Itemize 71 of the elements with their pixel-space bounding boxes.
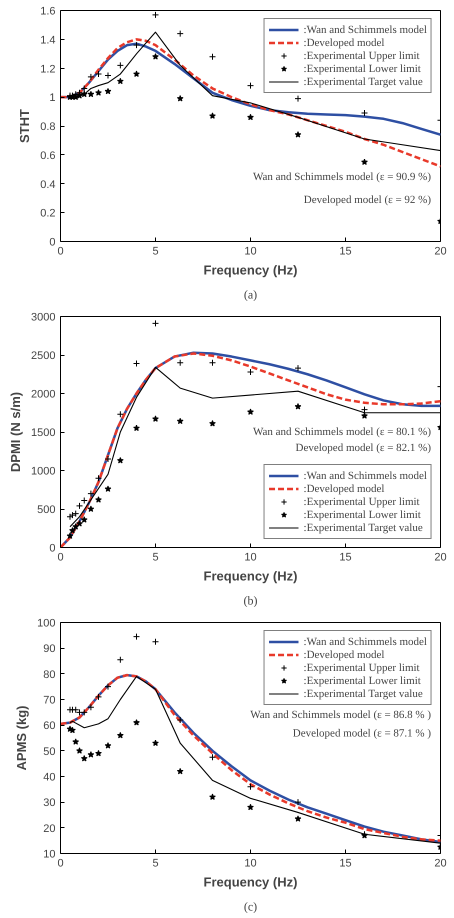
y-axis-title: APMS (kg)	[14, 706, 30, 770]
y-tick-label: 30	[43, 797, 56, 810]
y-tick-label: 1.4	[40, 34, 56, 46]
legend-label: :Experimental Lower limit	[304, 674, 421, 687]
legend-label: :Experimental Upper limit	[304, 495, 420, 508]
legend-label: :Experimental Upper limit	[304, 661, 420, 674]
y-tick-label: 1.6	[40, 6, 56, 18]
text: (a)	[244, 288, 258, 302]
y-tick-label: 500	[37, 504, 56, 516]
y-tick-label: 70	[43, 694, 56, 706]
x-tick-label: 10	[244, 858, 257, 870]
legend-label: :Wan and Schimmels model	[304, 23, 427, 36]
x-tick-label: 15	[339, 246, 352, 258]
legend-label: :Developed model	[304, 482, 384, 495]
legend-label: :Experimental Upper limit	[304, 49, 420, 62]
annotation: Developed model (ε = 82.1 %)	[296, 442, 432, 454]
y-axis-title: STHT	[17, 108, 32, 143]
legend-label: :Wan and Schimmels model	[304, 469, 427, 482]
y-tick-label: 50	[43, 746, 56, 758]
x-tick-label: 10	[244, 246, 257, 258]
x-tick-label: 15	[339, 552, 352, 564]
x-tick-label: 0	[57, 552, 64, 564]
legend-label: :Experimental Target value	[304, 521, 423, 534]
annotation: Wan and Schimmels model (ε = 90.9 %)	[253, 170, 432, 183]
x-tick-label: 0	[57, 858, 64, 870]
annotation: Wan and Schimmels model (ε = 86.8 % )	[250, 708, 432, 721]
annotation: Developed model (ε = 92 %)	[304, 194, 432, 206]
y-tick-label: 1.2	[40, 63, 56, 76]
legend-label: :Experimental Lower limit	[304, 62, 421, 75]
y-tick-label: 90	[43, 643, 56, 656]
y-tick-label: 80	[43, 668, 56, 681]
y-tick-label: 60	[43, 720, 56, 732]
text: (b)	[244, 594, 258, 608]
y-tick-label: 0.8	[40, 121, 56, 133]
y-tick-label: 0.6	[40, 150, 56, 162]
legend-label: :Experimental Target value	[304, 75, 423, 88]
x-tick-label: 15	[339, 858, 352, 870]
y-tick-label: 2000	[31, 388, 56, 400]
x-axis-title: Frequency (Hz)	[204, 262, 298, 278]
x-tick-label: 5	[152, 246, 159, 258]
x-tick-label: 20	[434, 858, 447, 870]
x-axis-title: Frequency (Hz)	[204, 874, 298, 890]
x-tick-label: 20	[434, 246, 447, 258]
y-tick-label: 0.2	[40, 208, 56, 220]
y-tick-label: 1000	[31, 466, 56, 478]
text: (c)	[244, 900, 258, 914]
legend-label: :Developed model	[304, 648, 384, 661]
y-tick-label: 1500	[31, 427, 56, 439]
y-tick-label: 0	[49, 542, 56, 554]
legend-label: :Experimental Lower limit	[304, 508, 421, 521]
y-tick-label: 40	[43, 772, 56, 784]
legend-label: :Developed model	[304, 36, 384, 49]
x-tick-label: 0	[57, 246, 64, 258]
y-tick-label: 1	[49, 92, 56, 104]
legend-label: :Experimental Target value	[304, 687, 423, 700]
y-tick-label: 10	[43, 848, 56, 860]
y-tick-label: 100	[37, 618, 56, 630]
y-axis-title: DPMI (N s/m)	[8, 392, 24, 472]
y-tick-label: 0.4	[40, 178, 56, 191]
y-tick-label: 2500	[31, 350, 56, 362]
annotation: Developed model (ε = 87.1 % )	[292, 727, 432, 740]
annotation: Wan and Schimmels model (ε = 80.1 %)	[253, 426, 432, 438]
y-tick-label: 3000	[31, 312, 56, 324]
x-tick-label: 5	[152, 858, 159, 870]
x-tick-label: 20	[434, 552, 447, 564]
x-tick-label: 5	[152, 552, 159, 564]
y-tick-label: 20	[43, 822, 56, 835]
x-axis-title: Frequency (Hz)	[204, 568, 298, 584]
legend-label: :Wan and Schimmels model	[304, 635, 427, 648]
y-tick-label: 0	[49, 236, 56, 248]
x-tick-label: 10	[244, 552, 257, 564]
